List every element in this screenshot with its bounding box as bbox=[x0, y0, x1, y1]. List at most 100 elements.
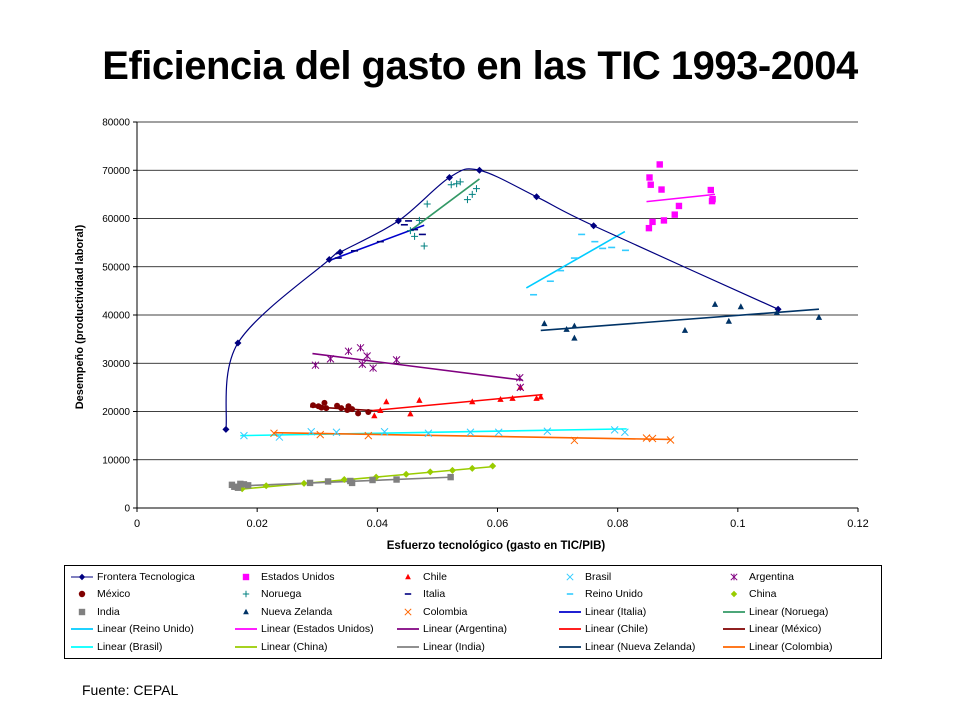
data-point bbox=[621, 428, 629, 437]
legend-swatch bbox=[235, 645, 257, 648]
x-tick-label: 0.08 bbox=[607, 518, 628, 530]
legend-item: Argentina bbox=[723, 568, 794, 585]
legend-swatch bbox=[243, 608, 249, 614]
x-axis-label: Esfuerzo tecnológico (gasto en TIC/PIB) bbox=[387, 540, 606, 552]
data-point bbox=[646, 174, 653, 181]
data-point bbox=[423, 200, 431, 208]
data-point bbox=[571, 334, 578, 341]
y-tick-label: 70000 bbox=[102, 166, 130, 177]
legend-swatch bbox=[397, 645, 419, 648]
data-point bbox=[364, 431, 373, 440]
data-point bbox=[590, 222, 598, 230]
data-point bbox=[338, 405, 345, 412]
legend-label: Linear (Brasil) bbox=[97, 640, 163, 653]
legend-item: Estados Unidos bbox=[235, 568, 335, 585]
data-point bbox=[323, 405, 330, 412]
trendline bbox=[230, 476, 453, 488]
data-points bbox=[222, 161, 823, 493]
trendline bbox=[409, 178, 480, 232]
data-point bbox=[377, 407, 384, 413]
legend-swatch bbox=[723, 610, 745, 613]
data-point bbox=[675, 202, 683, 210]
legend-swatch bbox=[405, 573, 411, 579]
data-point bbox=[306, 479, 314, 487]
data-point bbox=[78, 590, 86, 598]
data-point bbox=[456, 178, 464, 186]
data-point bbox=[234, 339, 242, 347]
legend-item: Linear (Italia) bbox=[559, 603, 646, 620]
trendline bbox=[240, 428, 627, 437]
legend-item: Nueva Zelanda bbox=[235, 603, 332, 620]
data-point bbox=[416, 396, 423, 403]
legend-swatch bbox=[78, 590, 86, 598]
legend-item: Linear (Argentina) bbox=[397, 621, 507, 638]
data-point bbox=[344, 347, 353, 356]
legend-item: Linear (Colombia) bbox=[723, 638, 832, 655]
x-tick-label: 0.12 bbox=[847, 518, 868, 530]
data-point bbox=[394, 217, 402, 225]
data-point bbox=[316, 430, 325, 439]
data-point bbox=[489, 462, 497, 470]
legend-item: Linear (Estados Unidos) bbox=[235, 621, 374, 638]
legend-item: Linear (Brasil) bbox=[71, 638, 162, 655]
data-point bbox=[356, 343, 365, 352]
legend-label: Italia bbox=[423, 588, 446, 600]
data-point bbox=[262, 482, 270, 490]
legend-item: Chile bbox=[397, 568, 447, 585]
data-point bbox=[466, 428, 475, 437]
data-point bbox=[472, 185, 480, 193]
legend-swatch bbox=[242, 590, 250, 598]
data-point bbox=[332, 428, 341, 437]
legend-swatch bbox=[723, 645, 745, 648]
trendlines bbox=[230, 178, 820, 490]
legend-swatch bbox=[242, 573, 250, 580]
trendline bbox=[646, 193, 716, 203]
data-point bbox=[393, 476, 400, 483]
legend-swatch bbox=[404, 593, 412, 595]
data-point bbox=[380, 427, 389, 436]
data-point bbox=[645, 224, 653, 232]
data-point bbox=[563, 325, 570, 332]
x-tick-label: 0.1 bbox=[730, 518, 745, 530]
data-point bbox=[516, 383, 525, 392]
data-point bbox=[336, 248, 344, 256]
data-point bbox=[407, 410, 414, 417]
legend-swatch bbox=[71, 628, 93, 630]
data-point bbox=[311, 361, 320, 370]
data-point bbox=[571, 322, 578, 329]
data-point bbox=[243, 608, 249, 614]
data-point bbox=[324, 478, 332, 485]
legend-label: Linear (Argentina) bbox=[423, 623, 508, 635]
data-point bbox=[426, 468, 434, 476]
data-point bbox=[815, 313, 823, 320]
legend-label: Linear (Noruega) bbox=[749, 605, 829, 618]
legend-swatch bbox=[559, 610, 581, 613]
data-point bbox=[445, 173, 453, 181]
trendline bbox=[312, 352, 523, 381]
data-point bbox=[242, 573, 250, 580]
tick-labels: 0 10000 20000 30000 40000 50000 60000 70000 8000… bbox=[102, 118, 869, 531]
data-point bbox=[349, 406, 356, 413]
legend-swatch bbox=[71, 573, 93, 580]
frontier-curve bbox=[225, 168, 779, 430]
legend-swatch bbox=[559, 628, 581, 630]
data-point bbox=[348, 479, 356, 487]
data-point bbox=[648, 434, 657, 443]
legend-label: México bbox=[97, 588, 131, 600]
data-point bbox=[468, 190, 476, 198]
legend-label: India bbox=[97, 605, 120, 618]
legend-swatch bbox=[730, 590, 738, 598]
legend-swatch bbox=[559, 645, 581, 648]
data-point bbox=[469, 398, 476, 405]
data-point bbox=[475, 166, 483, 174]
legend-swatch bbox=[397, 628, 419, 630]
data-point bbox=[365, 408, 372, 415]
legend-label: Linear (Italia) bbox=[585, 605, 647, 618]
legend-label: Argentina bbox=[749, 570, 794, 583]
x-tick-label: 0.06 bbox=[487, 518, 508, 530]
legend-label: Linear (India) bbox=[423, 640, 485, 653]
trendline bbox=[273, 431, 671, 441]
data-point bbox=[240, 481, 248, 488]
data-point bbox=[420, 242, 428, 250]
legend-item: Italia bbox=[397, 586, 445, 603]
